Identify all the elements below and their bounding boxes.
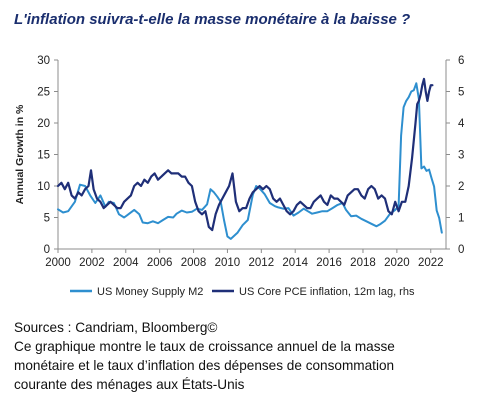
caption-line-2: monétaire et le taux d’inflation des dép… [14,358,395,373]
series-line-pce [56,77,434,232]
caption-sources: Sources : Candriam, Bloomberg© [14,320,218,335]
chart-lines [56,77,443,240]
y-left-tick-label: 15 [37,150,50,162]
chart-legend: US Money Supply M2 US Core PCE inflation,… [70,286,415,298]
y-right-tick-label: 3 [458,150,464,162]
chart: 0 5 10 15 20 25 30 0 1 2 3 4 5 6 2000 2002 2004 2006 2008 2… [14,55,465,298]
chart-axes: 0 5 10 15 20 25 30 0 1 2 3 4 5 6 2000 2002 2004 2006 2008 2… [14,55,465,269]
series-line-m2 [57,82,443,240]
y-left-tick-label: 25 [37,87,50,99]
x-tick-label: 2010 [215,257,241,269]
y-left-tick-label: 20 [37,118,50,130]
caption: Sources : Candriam, Bloomberg© Ce graphi… [14,318,474,394]
y-right-tick-label: 5 [458,87,464,99]
y-axis-label: Annual Growth in % [14,104,26,204]
y-left-tick-label: 5 [44,213,50,225]
caption-line-1: Ce graphique montre le taux de croissanc… [14,339,395,354]
x-tick-label: 2002 [79,257,105,269]
y-right-tick-label: 0 [458,244,464,256]
caption-line-3: courante des ménages aux États-Unis [14,377,245,392]
x-tick-label: 2022 [418,257,444,269]
y-right-tick-label: 2 [458,181,464,193]
legend-item-pce-label: US Core PCE inflation, 12m lag, rhs [239,286,415,298]
y-left-tick-label: 30 [37,55,50,67]
y-right-tick-label: 4 [458,118,465,130]
y-right-tick-label: 6 [458,55,464,67]
legend-item-m2-label: US Money Supply M2 [97,286,203,298]
x-tick-label: 2020 [384,257,410,269]
chart-title: L'inflation suivra-t-elle la masse monét… [14,11,411,28]
x-tick-label: 2014 [282,257,308,269]
y-right-tick-label: 1 [458,213,464,225]
y-left-tick-label: 10 [37,181,50,193]
x-tick-label: 2008 [181,257,207,269]
y-left-tick-label: 0 [44,244,50,256]
x-tick-label: 2006 [147,257,173,269]
x-tick-label: 2016 [316,257,342,269]
x-tick-label: 2004 [113,257,139,269]
x-tick-label: 2000 [45,257,71,269]
x-tick-label: 2012 [249,257,275,269]
x-tick-label: 2018 [350,257,376,269]
